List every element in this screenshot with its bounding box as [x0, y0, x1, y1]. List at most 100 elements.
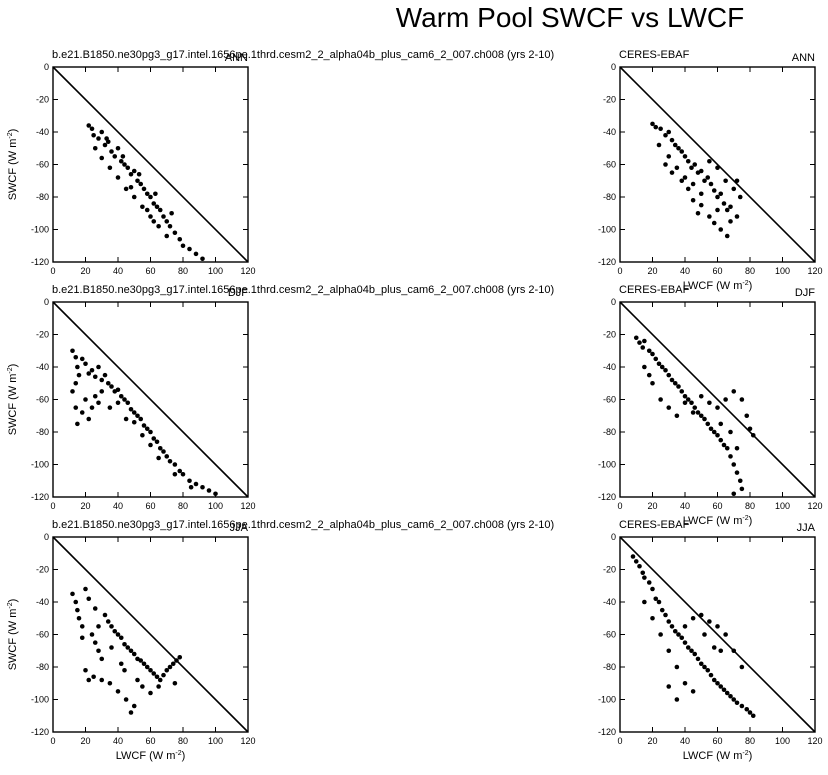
y-tick-label: -40	[36, 362, 49, 372]
data-point	[705, 421, 711, 427]
data-point	[646, 372, 652, 378]
data-point	[705, 175, 711, 180]
data-point	[695, 656, 701, 662]
data-point	[690, 410, 696, 415]
data-point	[148, 214, 153, 219]
data-point	[105, 380, 111, 386]
y-tick-label: -20	[36, 565, 49, 575]
data-point	[96, 400, 101, 406]
data-point	[161, 214, 166, 219]
data-point	[131, 410, 137, 415]
x-tick-label: 120	[807, 501, 822, 511]
data-point	[739, 703, 745, 709]
data-point	[172, 230, 178, 236]
data-point	[92, 606, 98, 611]
x-tick-label: 60	[712, 266, 722, 276]
data-point	[674, 664, 680, 670]
reference-line	[52, 66, 249, 263]
x-tick-label: 20	[647, 736, 657, 746]
data-point	[676, 384, 681, 389]
data-point	[172, 471, 178, 477]
x-tick-label: 0	[617, 501, 622, 511]
data-point	[148, 667, 153, 673]
y-tick-label: 0	[44, 532, 49, 542]
data-point	[89, 126, 95, 132]
data-point	[734, 700, 740, 706]
x-tick-label: 80	[178, 501, 188, 511]
data-point	[92, 640, 98, 645]
data-point	[669, 137, 675, 143]
y-tick-label: -20	[603, 565, 616, 575]
data-point	[125, 165, 131, 171]
x-tick-label: 40	[113, 736, 123, 746]
data-point	[161, 672, 166, 678]
y-tick-label: -100	[598, 460, 616, 470]
data-point	[167, 664, 173, 670]
data-point	[698, 413, 704, 419]
data-point	[731, 697, 737, 702]
data-point	[92, 145, 98, 151]
y-tick-label: -120	[598, 257, 616, 267]
data-point	[136, 171, 142, 177]
data-point	[721, 687, 727, 693]
data-point	[689, 165, 694, 171]
data-point	[180, 471, 186, 477]
data-point	[708, 426, 714, 432]
x-tick-label: 40	[680, 736, 690, 746]
data-point	[734, 445, 740, 451]
data-point	[663, 132, 668, 138]
x-axis-label: LWCF (W m-2)	[683, 750, 753, 762]
data-point	[83, 667, 88, 673]
data-point	[715, 624, 720, 629]
y-tick-label: -40	[603, 127, 616, 137]
panel-ceres-ebaf-djf: CERES-EBAF DJF 0 20 40 60 80 100 120 0 -20 -40 -60 -8…	[598, 284, 823, 527]
data-point	[711, 429, 717, 435]
data-point	[135, 677, 140, 683]
data-point	[718, 648, 724, 654]
data-point	[669, 170, 675, 175]
season-label: JJA	[797, 522, 816, 534]
data-point	[646, 580, 652, 585]
data-point	[172, 462, 178, 467]
data-point	[75, 421, 80, 427]
data-point	[167, 458, 173, 464]
y-tick-label: 0	[44, 297, 49, 307]
data-point	[674, 413, 680, 419]
x-tick-label: 40	[113, 501, 123, 511]
obs-label: CERES-EBAF	[619, 49, 690, 61]
data-point	[656, 142, 662, 148]
data-point	[637, 340, 642, 345]
data-point	[707, 158, 712, 164]
y-tick-label: -80	[36, 662, 49, 672]
data-point	[642, 338, 647, 344]
data-point	[692, 651, 698, 657]
data-point	[164, 454, 170, 459]
data-point	[724, 207, 730, 213]
data-point	[715, 680, 720, 686]
data-point	[666, 372, 672, 378]
data-point	[177, 468, 183, 474]
data-point	[728, 219, 733, 224]
data-point	[115, 632, 121, 637]
y-tick-label: -20	[603, 95, 616, 105]
data-point	[131, 168, 137, 174]
data-point	[169, 210, 174, 216]
data-point	[118, 393, 124, 399]
data-point	[658, 397, 663, 402]
data-point	[734, 214, 740, 219]
data-point	[70, 591, 75, 597]
x-tick-label: 80	[745, 501, 755, 511]
data-point	[123, 697, 129, 702]
data-point	[659, 607, 665, 613]
figure-title: Warm Pool SWCF vs LWCF	[396, 2, 744, 33]
data-point	[715, 432, 720, 438]
data-point	[109, 384, 114, 389]
x-tick-label: 60	[145, 266, 155, 276]
x-tick-label: 0	[50, 266, 55, 276]
data-point	[666, 154, 672, 159]
data-point	[721, 201, 727, 206]
data-point	[91, 674, 96, 680]
data-point	[728, 204, 733, 210]
data-point	[96, 364, 101, 370]
data-point	[698, 393, 704, 399]
